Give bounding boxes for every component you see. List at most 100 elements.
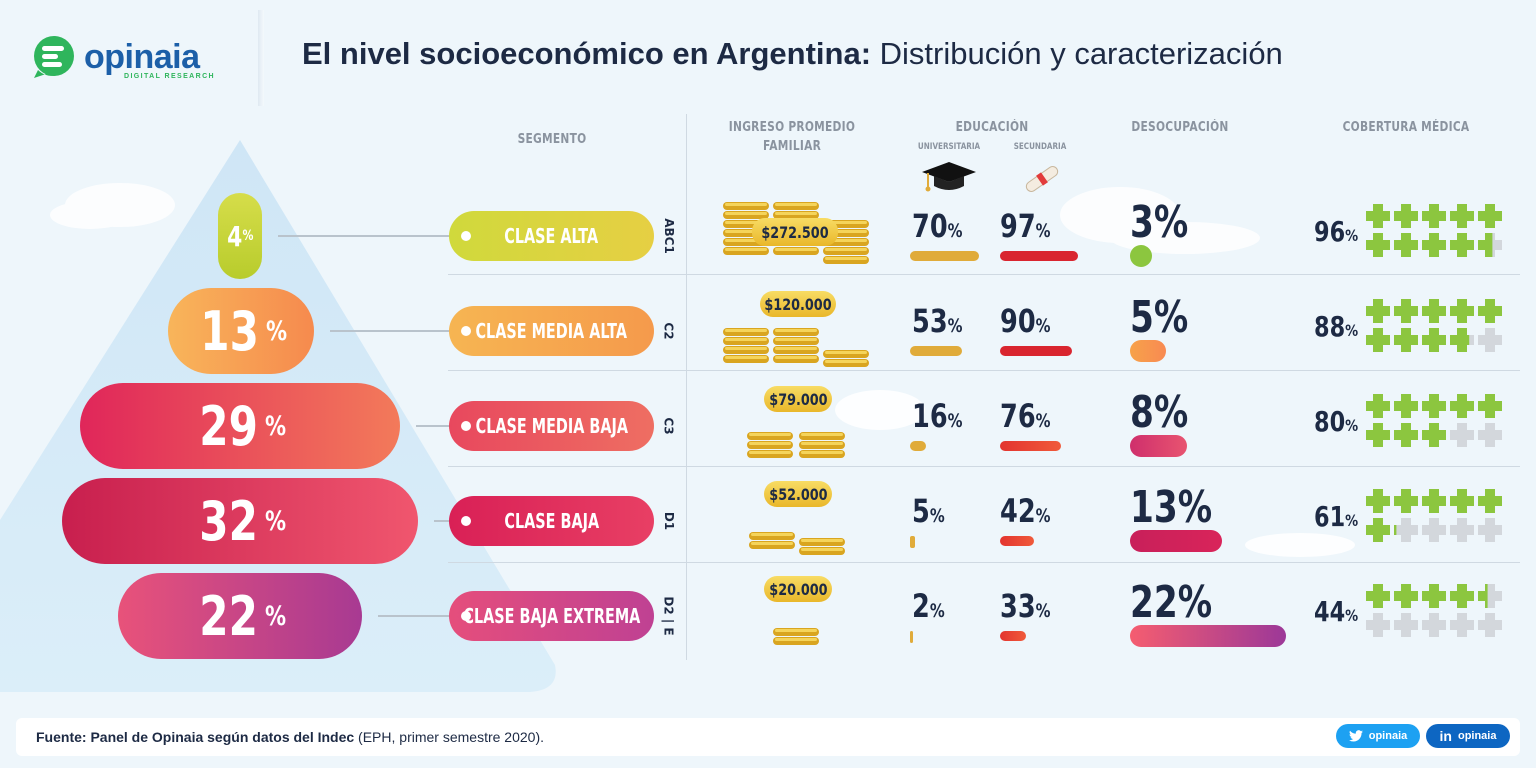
twitter-button[interactable]: opinaia (1336, 724, 1420, 748)
cross-icon-filled (1394, 233, 1418, 257)
col-header-desocupacion: DESOCUPACIÓN (1131, 120, 1229, 135)
cobertura-percent-sign: % (1345, 321, 1359, 340)
coverage-crosses (1366, 204, 1502, 257)
income-label: $120.000 (760, 291, 836, 317)
cross-icon-filled (1394, 394, 1418, 418)
header-divider (258, 10, 264, 106)
universitaria-value: 70% (912, 207, 963, 245)
segment-dot (461, 231, 471, 241)
twitter-icon (1348, 730, 1363, 742)
segment-pill: CLASE ALTA (449, 211, 654, 261)
income-value: $79.000 (768, 389, 828, 409)
linkedin-handle: opinaia (1457, 730, 1497, 742)
cross-icon (1478, 613, 1502, 637)
coin-stack-icon (823, 220, 869, 264)
universitaria-value: 53% (912, 302, 963, 340)
income-label: $52.000 (764, 481, 832, 507)
coin-stack-icon (749, 532, 795, 549)
desocupacion-value: 8% (1130, 387, 1189, 438)
cross-icon-filled (1422, 299, 1446, 323)
universitaria-number: 2 (912, 587, 930, 625)
income-value: $52.000 (768, 484, 828, 504)
cross-icon-filled (1366, 489, 1390, 513)
linkedin-button[interactable]: in opinaia (1426, 724, 1510, 748)
cross-icon-filled (1450, 328, 1470, 352)
share-value: 13 (200, 299, 259, 363)
universitaria-percent-sign: % (947, 221, 963, 242)
coin-stack-icon (799, 538, 845, 555)
page-title: El nivel socioeconómico en Argentina: Di… (302, 36, 1283, 72)
col-header-ingreso-line1: INGRESO PROMEDIO (728, 120, 856, 135)
cross-icon-filled (1422, 423, 1446, 447)
universitaria-bar (910, 251, 979, 261)
cobertura-number: 61 (1314, 500, 1346, 533)
cross-icon-filled (1394, 204, 1418, 228)
secundaria-number: 76 (1000, 397, 1036, 435)
segment-dot (461, 421, 471, 431)
share-value: 29 (199, 394, 258, 458)
cross-icon-filled (1366, 299, 1390, 323)
source-bold: Fuente: Panel de Opinaia según datos del… (36, 729, 355, 745)
footer-bar (16, 718, 1520, 756)
cobertura-value: 80% (1314, 405, 1358, 438)
desocupacion-bar (1130, 340, 1166, 362)
connector-line (378, 615, 458, 617)
universitaria-value: 5% (912, 492, 945, 530)
coin-stack-icon (799, 432, 845, 458)
income-label: $79.000 (764, 386, 832, 412)
cross-icon-filled (1450, 584, 1474, 608)
row-separator (448, 274, 1520, 275)
universitaria-bar (910, 631, 913, 643)
secundaria-value: 90% (1000, 302, 1051, 340)
cross-icon (1450, 518, 1474, 542)
secundaria-value: 33% (1000, 587, 1051, 625)
title-bold: El nivel socioeconómico en Argentina: (302, 36, 872, 71)
opinaia-logo (34, 36, 74, 78)
secundaria-bar (1000, 536, 1034, 546)
segment-dot (461, 326, 471, 336)
segment-label: CLASE ALTA (504, 224, 599, 248)
secundaria-percent-sign: % (1035, 601, 1051, 622)
cross-icon (1422, 613, 1446, 637)
segment-dot (461, 611, 471, 621)
linkedin-icon: in (1439, 728, 1452, 744)
title-rest: Distribución y caracterización (871, 36, 1283, 71)
universitaria-value: 2% (912, 587, 945, 625)
share-pill: 13% (168, 288, 314, 374)
row-separator (448, 466, 1520, 467)
universitaria-bar (910, 536, 915, 548)
cross-icon-filled (1422, 233, 1446, 257)
twitter-handle: opinaia (1368, 730, 1408, 742)
cobertura-value: 96% (1314, 215, 1358, 248)
connector-line (416, 425, 458, 427)
segment-pill: CLASE MEDIA BAJA (449, 401, 654, 451)
universitaria-percent-sign: % (929, 601, 945, 622)
cobertura-value: 88% (1314, 310, 1358, 343)
cross-icon (1450, 423, 1474, 447)
secundaria-bar (1000, 631, 1027, 641)
cobertura-number: 96 (1314, 215, 1346, 248)
cross-icon-filled (1394, 423, 1418, 447)
universitaria-value: 16% (912, 397, 963, 435)
desocupacion-bar (1130, 530, 1223, 552)
secundaria-value: 76% (1000, 397, 1051, 435)
universitaria-bar (910, 346, 962, 356)
cross-icon-filled (1450, 233, 1474, 257)
secundaria-number: 90 (1000, 302, 1036, 340)
share-pill: 22% (118, 573, 362, 659)
desocupacion-bar (1130, 245, 1152, 267)
desocupacion-value: 5% (1130, 292, 1189, 343)
desocupacion-bar (1130, 625, 1287, 647)
share-percent-sign: % (266, 315, 288, 347)
share-percent-sign: % (265, 600, 287, 632)
connector-line (330, 330, 458, 332)
col-header-ingreso-line2: FAMILIAR (762, 139, 822, 154)
segment-pill: CLASE BAJA EXTREMA (449, 591, 654, 641)
cobertura-percent-sign: % (1345, 226, 1359, 245)
cross-icon (1478, 423, 1502, 447)
segment-code: D2 | E (658, 591, 680, 641)
secundaria-number: 42 (1000, 492, 1036, 530)
cross-icon (1394, 613, 1418, 637)
subheader-universitaria: UNIVERSITARIA (917, 142, 981, 152)
desocupacion-value: 3% (1130, 197, 1189, 248)
